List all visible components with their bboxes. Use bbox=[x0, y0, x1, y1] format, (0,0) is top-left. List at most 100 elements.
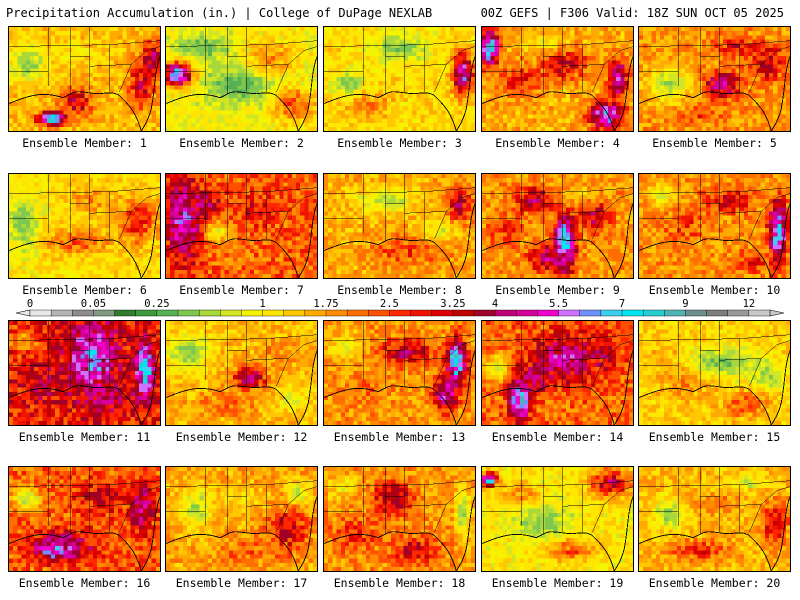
colorbar-bin bbox=[72, 309, 94, 317]
state-border bbox=[604, 486, 633, 505]
state-border bbox=[131, 340, 160, 359]
state-border bbox=[434, 358, 447, 386]
ensemble-member-label-15: Ensemble Member: 15 bbox=[648, 430, 781, 444]
colorbar-tick-label: 7 bbox=[619, 298, 625, 310]
colorbar-bin bbox=[516, 309, 538, 317]
state-border bbox=[9, 40, 160, 47]
ensemble-member-map-12 bbox=[165, 320, 318, 426]
state-border bbox=[719, 64, 762, 67]
state-border bbox=[89, 358, 132, 361]
state-border bbox=[482, 40, 633, 47]
state-border bbox=[434, 504, 447, 532]
coastline bbox=[639, 56, 790, 131]
state-border bbox=[246, 211, 289, 214]
colorbar-bin bbox=[156, 309, 179, 317]
ensemble-member-map-19 bbox=[481, 466, 634, 572]
state-border bbox=[446, 193, 475, 212]
colorbar-tick-label: 3.25 bbox=[440, 298, 465, 310]
state-border bbox=[9, 187, 160, 194]
colorbar-bin bbox=[368, 309, 390, 317]
state-border bbox=[639, 334, 790, 341]
run-valid-time: 00Z GEFS | F306 Valid: 18Z SUN OCT 05 20… bbox=[480, 6, 784, 20]
state-border bbox=[404, 358, 447, 361]
state-border bbox=[246, 64, 289, 67]
ensemble-member-label-1: Ensemble Member: 1 bbox=[22, 136, 147, 150]
state-border bbox=[89, 504, 132, 507]
colorbar-bin bbox=[706, 309, 729, 317]
colorbar-bin bbox=[452, 309, 475, 317]
colorbar-tick-label: 0 bbox=[27, 298, 33, 310]
ensemble-member-label-14: Ensemble Member: 14 bbox=[491, 430, 624, 444]
ensemble-member-label-4: Ensemble Member: 4 bbox=[495, 136, 620, 150]
state-border bbox=[749, 504, 762, 532]
state-border bbox=[276, 504, 289, 532]
state-border bbox=[446, 340, 475, 359]
ensemble-member-label-12: Ensemble Member: 12 bbox=[175, 430, 308, 444]
state-border bbox=[749, 211, 762, 239]
state-border bbox=[9, 480, 160, 487]
colorbar-tick-label: 5.5 bbox=[549, 298, 568, 310]
chart-title: Precipitation Accumulation (in.) | Colle… bbox=[6, 6, 433, 20]
coastline bbox=[166, 496, 317, 571]
state-border bbox=[276, 358, 289, 386]
ensemble-member-label-6: Ensemble Member: 6 bbox=[22, 283, 147, 297]
state-border bbox=[639, 187, 790, 194]
colorbar-bin bbox=[473, 309, 496, 317]
state-border bbox=[761, 340, 790, 359]
state-border bbox=[131, 193, 160, 212]
colorbar-bin bbox=[727, 309, 750, 317]
state-border bbox=[482, 187, 633, 194]
state-border bbox=[749, 358, 762, 386]
colorbar-max-arrow bbox=[769, 309, 785, 317]
colorbar-bin bbox=[220, 309, 242, 317]
colorbar-bin bbox=[431, 309, 454, 317]
ensemble-member-label-16: Ensemble Member: 16 bbox=[18, 576, 151, 590]
colorbar-bin bbox=[241, 309, 263, 317]
colorbar-tick-label: 9 bbox=[682, 298, 688, 310]
colorbar-bin bbox=[494, 309, 517, 317]
ensemble-member-map-8 bbox=[323, 173, 476, 279]
ensemble-member-label-5: Ensemble Member: 5 bbox=[652, 136, 777, 150]
colorbar-bin bbox=[50, 309, 73, 317]
state-border bbox=[276, 64, 289, 92]
ensemble-member-label-2: Ensemble Member: 2 bbox=[179, 136, 304, 150]
state-border bbox=[562, 64, 605, 67]
colorbar-bin bbox=[304, 309, 327, 317]
coastline bbox=[9, 496, 160, 571]
state-border bbox=[89, 64, 132, 67]
ensemble-member-map-18 bbox=[323, 466, 476, 572]
colorbar-tick-label: 1.75 bbox=[313, 298, 338, 310]
ensemble-member-map-1 bbox=[8, 26, 161, 132]
colorbar-bin bbox=[642, 309, 665, 317]
colorbar-bin bbox=[410, 309, 433, 317]
state-border bbox=[719, 211, 762, 214]
state-border bbox=[166, 187, 317, 194]
state-border bbox=[288, 46, 317, 65]
ensemble-member-map-14 bbox=[481, 320, 634, 426]
state-border bbox=[592, 211, 605, 239]
colorbar-bin bbox=[579, 309, 602, 317]
coastline bbox=[166, 203, 317, 278]
coastline bbox=[324, 56, 475, 131]
ensemble-member-map-16 bbox=[8, 466, 161, 572]
coastline bbox=[482, 496, 633, 571]
colorbar-bin bbox=[346, 309, 369, 317]
coastline bbox=[9, 350, 160, 425]
state-border bbox=[324, 187, 475, 194]
ensemble-member-map-2 bbox=[165, 26, 318, 132]
state-border bbox=[324, 480, 475, 487]
state-border bbox=[604, 46, 633, 65]
ensemble-member-map-10 bbox=[638, 173, 791, 279]
state-border bbox=[404, 211, 447, 214]
coastline bbox=[482, 56, 633, 131]
state-border bbox=[639, 40, 790, 47]
coastline bbox=[166, 350, 317, 425]
ensemble-member-map-4 bbox=[481, 26, 634, 132]
colorbar-bin bbox=[114, 309, 137, 317]
colorbar-bin bbox=[664, 309, 686, 317]
state-border bbox=[324, 334, 475, 341]
colorbar-bin bbox=[135, 309, 158, 317]
colorbar-bin bbox=[600, 309, 623, 317]
coastline bbox=[9, 203, 160, 278]
coastline bbox=[324, 203, 475, 278]
